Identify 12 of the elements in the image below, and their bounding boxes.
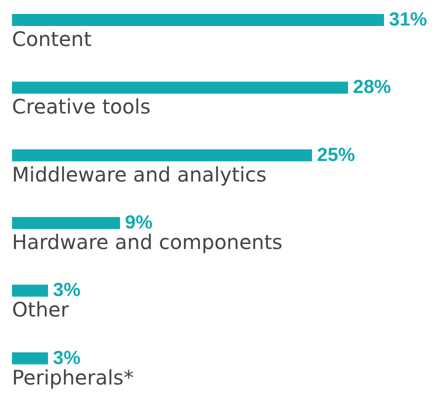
- bar: [12, 149, 312, 162]
- y-tick-label: Content: [12, 27, 92, 51]
- bar: [12, 217, 120, 229]
- data-label: 28%: [353, 77, 392, 98]
- bar: [12, 284, 48, 297]
- data-label: 31%: [389, 10, 428, 30]
- bar: [12, 352, 48, 364]
- y-tick-label: Middleware and analytics: [12, 162, 267, 186]
- bar: [12, 14, 384, 26]
- bar: [12, 82, 348, 94]
- y-tick-label: Creative tools: [12, 94, 150, 119]
- data-label: 25%: [317, 144, 356, 166]
